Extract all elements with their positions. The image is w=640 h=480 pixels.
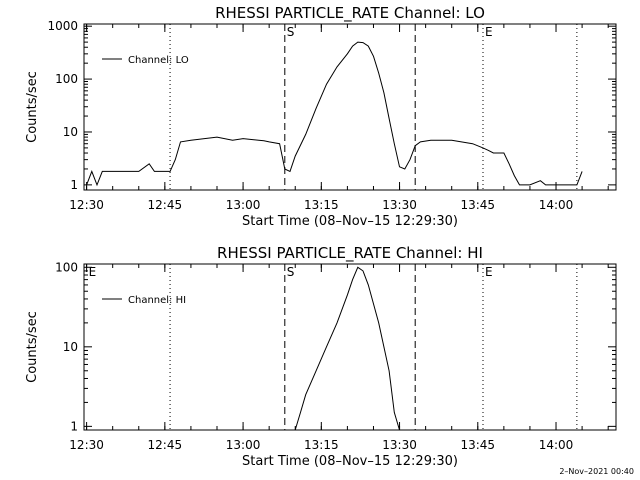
- footer-date: 2–Nov–2021 00:40: [559, 467, 634, 476]
- series-line: [86, 41, 583, 187]
- x-tick-label: 13:45: [460, 438, 495, 452]
- event-marker-label: E: [89, 265, 97, 279]
- event-marker-label: S: [287, 25, 295, 39]
- series-line: [294, 266, 400, 431]
- legend-entry: Channel: HI: [128, 295, 186, 306]
- x-tick-label: 12:45: [148, 438, 183, 452]
- y-tick-label: 10: [63, 125, 78, 139]
- x-axis-label: Start Time (08–Nov–15 12:29:30): [242, 214, 458, 229]
- x-tick-label: 13:30: [382, 198, 417, 212]
- x-tick-label: 12:30: [69, 438, 104, 452]
- x-tick-label: 13:00: [226, 198, 261, 212]
- x-axis-label: Start Time (08–Nov–15 12:29:30): [242, 454, 458, 469]
- x-tick-label: 13:15: [304, 198, 339, 212]
- y-tick-label: 100: [55, 260, 78, 274]
- x-tick-label: 13:15: [304, 438, 339, 452]
- event-marker-label: E: [485, 265, 493, 279]
- chart-title: RHESSI PARTICLE_RATE Channel: LO: [215, 4, 485, 23]
- y-axis-label: Counts/sec: [25, 71, 40, 143]
- y-tick-label: 10: [63, 340, 78, 354]
- plot-frame: [83, 23, 617, 191]
- chart-title: RHESSI PARTICLE_RATE Channel: HI: [217, 244, 483, 263]
- x-tick-label: 14:00: [539, 438, 574, 452]
- event-marker-label: E: [485, 25, 493, 39]
- panel-hi: RHESSI PARTICLE_RATE Channel: HI 12:30 12:…: [25, 244, 617, 469]
- x-tick-label: 13:30: [382, 438, 417, 452]
- x-tick-label: 12:45: [148, 198, 183, 212]
- legend-entry: Channel: LO: [128, 55, 189, 66]
- y-tick-label: 100: [55, 72, 78, 86]
- x-tick-label: 12:30: [69, 198, 104, 212]
- event-marker-label: S: [287, 265, 295, 279]
- plot-frame: [83, 263, 617, 431]
- x-tick-label: 13:00: [226, 438, 261, 452]
- y-tick-label: 1: [70, 419, 78, 433]
- y-axis-label: Counts/sec: [25, 311, 40, 383]
- y-tick-label: 1: [70, 178, 78, 192]
- x-tick-label: 14:00: [539, 198, 574, 212]
- x-tick-label: 13:45: [460, 198, 495, 212]
- panel-lo: RHESSI PARTICLE_RATE Channel: LO 12:30 12:…: [25, 4, 617, 229]
- y-tick-label: 1000: [47, 19, 78, 33]
